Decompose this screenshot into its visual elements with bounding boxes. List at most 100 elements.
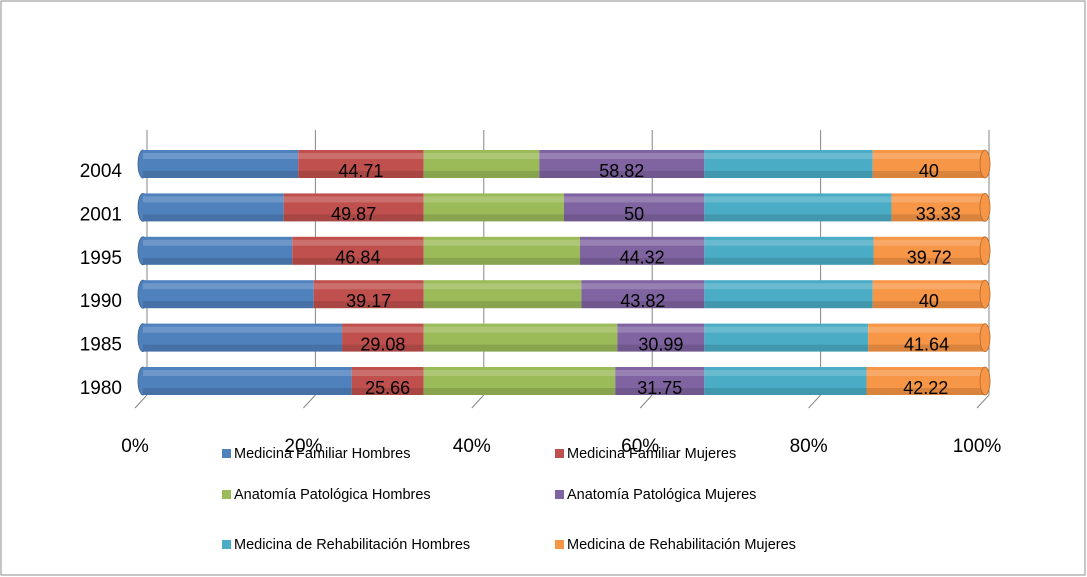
data-label: 33.33 [916, 204, 961, 224]
bar-shade [704, 388, 867, 395]
bar-highlight [143, 196, 284, 203]
bar [143, 236, 293, 265]
bar-shade [873, 257, 985, 265]
y-tick-label: 2001 [80, 204, 122, 225]
bar-highlight [872, 153, 985, 159]
bar [704, 236, 874, 265]
grid-floor [976, 394, 990, 409]
grid-floor [303, 394, 316, 409]
grid-floor [134, 394, 148, 409]
bar-shade [704, 301, 873, 309]
bar-highlight [617, 326, 705, 333]
legend-swatch [555, 490, 564, 499]
grid-floor [471, 394, 485, 409]
bar-shade [704, 344, 869, 352]
data-label: 44.71 [338, 161, 383, 181]
bar [298, 150, 424, 178]
data-label: 29.08 [360, 334, 405, 354]
bar [351, 367, 424, 395]
bar [423, 323, 618, 352]
grid-floor [808, 394, 821, 409]
bar-highlight [423, 153, 540, 159]
bar-highlight [704, 239, 874, 246]
data-label: 40 [919, 291, 939, 311]
data-label: 39.72 [907, 248, 952, 268]
bar-highlight [539, 153, 705, 159]
data-label: 31.75 [637, 378, 682, 398]
x-tick-label: 100% [953, 436, 1002, 457]
bar-highlight [704, 283, 873, 290]
bar-highlight [342, 326, 424, 333]
bar-shade [704, 257, 874, 265]
legend-swatch [555, 540, 564, 549]
bar-cap [979, 279, 991, 309]
bar [704, 150, 873, 178]
bar [342, 323, 424, 352]
bar-cap [979, 192, 991, 222]
bar-cap [979, 236, 991, 266]
bar-highlight [423, 196, 564, 203]
data-label: 39.17 [346, 291, 391, 311]
bar [704, 323, 869, 352]
bar [873, 236, 985, 265]
bar-highlight [891, 196, 985, 203]
bar-highlight [423, 326, 618, 333]
bar-shade [704, 171, 873, 178]
bar-cap [979, 323, 991, 353]
bar-highlight [283, 196, 424, 203]
bar [143, 280, 314, 309]
data-label: 42.22 [903, 378, 948, 398]
bar [704, 280, 873, 309]
y-tick-label: 1980 [80, 378, 122, 399]
bar-highlight [143, 239, 293, 246]
legend-label: Medicina de Rehabilitación Mujeres [567, 537, 796, 553]
bar-highlight [423, 283, 582, 290]
bar [143, 323, 343, 352]
bar-shade [292, 257, 424, 265]
bar-shade [423, 344, 618, 352]
bar [581, 280, 705, 309]
bar [143, 150, 299, 178]
bar [872, 280, 985, 309]
bar-highlight [872, 283, 985, 290]
bar-shade [423, 214, 564, 222]
bar [615, 367, 705, 395]
x-tick-label: 60% [621, 436, 659, 457]
bar-shade [868, 344, 985, 352]
bar-shade [423, 257, 580, 265]
bar-shade [579, 257, 705, 265]
grid-floor [639, 394, 653, 409]
legend-label: Medicina Familiar Mujeres [567, 446, 736, 462]
bar [423, 367, 616, 395]
bar-shade [564, 214, 705, 222]
data-label: 43.82 [620, 291, 665, 311]
legend-swatch [222, 490, 231, 499]
bar [866, 367, 985, 395]
bar-shade [298, 171, 424, 178]
x-tick-label: 0% [121, 436, 149, 457]
y-tick-label: 1995 [80, 248, 122, 269]
bar [313, 280, 424, 309]
bar-highlight [615, 370, 705, 376]
legend-label: Medicina Familiar Hombres [234, 446, 410, 462]
bar [704, 367, 867, 395]
bar [564, 193, 705, 222]
bar-highlight [423, 370, 616, 376]
bar [539, 150, 705, 178]
bar-shade [143, 344, 343, 352]
data-label: 41.64 [904, 334, 949, 354]
y-tick-label: 2004 [80, 161, 123, 182]
bar-highlight [868, 326, 985, 333]
bar-cap [979, 366, 991, 396]
bar-highlight [143, 283, 314, 290]
legend-swatch [222, 449, 231, 458]
bar-shade [581, 301, 705, 309]
legend-label: Anatomía Patológica Hombres [234, 487, 431, 503]
bar-shade [617, 344, 705, 352]
bar-highlight [704, 326, 869, 333]
y-tick-label: 1990 [80, 291, 122, 312]
bar [423, 280, 582, 309]
bar-shade [423, 388, 616, 395]
bar-highlight [298, 153, 424, 159]
legend-label: Medicina de Rehabilitación Hombres [234, 537, 470, 553]
